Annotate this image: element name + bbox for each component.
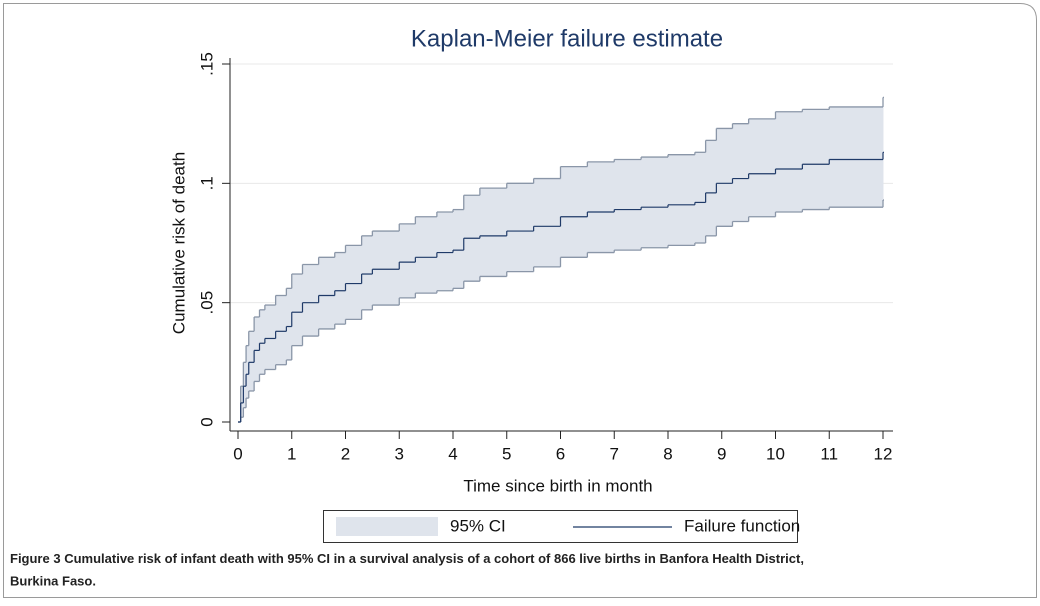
ci-band xyxy=(303,264,320,336)
frame xyxy=(4,4,1037,598)
ci-band xyxy=(437,212,454,291)
x-tick-label: 10 xyxy=(766,444,785,463)
y-axis-label: Cumulative risk of death xyxy=(169,152,188,334)
ci-band xyxy=(265,305,276,369)
ci-band xyxy=(829,107,883,207)
ci-band xyxy=(453,210,464,289)
ci-band xyxy=(706,140,717,235)
chart-title: Kaplan-Meier failure estimate xyxy=(411,25,723,52)
caption: Figure 3 Cumulative risk of infant death… xyxy=(10,551,804,566)
ci-band xyxy=(292,274,303,346)
legend-label: 95% CI xyxy=(450,516,506,535)
x-tick-label: 3 xyxy=(395,444,404,463)
x-tick-label: 9 xyxy=(717,444,726,463)
ci-band xyxy=(346,245,363,319)
ci-band xyxy=(776,112,803,212)
ci-band xyxy=(480,188,507,276)
legend-swatch xyxy=(336,517,438,536)
ci-band xyxy=(668,155,695,246)
ci-band xyxy=(749,119,776,217)
x-tick-label: 7 xyxy=(610,444,619,463)
ci-band xyxy=(415,217,437,293)
x-tick-label: 0 xyxy=(233,444,242,463)
ci-band xyxy=(534,179,561,267)
x-tick-label: 11 xyxy=(820,444,838,463)
legend-label: Failure function xyxy=(684,516,800,535)
ci-band xyxy=(372,231,399,305)
ci-band xyxy=(641,157,668,248)
x-tick-label: 8 xyxy=(663,444,672,463)
y-tick-label: .05 xyxy=(197,291,216,315)
x-tick-label: 1 xyxy=(287,444,296,463)
ci-band xyxy=(561,167,588,258)
x-tick-label: 6 xyxy=(556,444,565,463)
x-tick-label: 5 xyxy=(502,444,511,463)
y-tick-label: .1 xyxy=(197,176,216,190)
ci-band xyxy=(614,159,641,250)
x-tick-label: 12 xyxy=(874,444,893,463)
x-tick-label: 2 xyxy=(341,444,350,463)
ci-band xyxy=(335,253,346,325)
ci-band xyxy=(716,128,733,226)
ci-band xyxy=(507,183,534,271)
ci-band xyxy=(802,109,829,209)
caption-text: Burkina Faso. xyxy=(10,573,96,588)
y-tick-label: .15 xyxy=(197,52,216,76)
caption-label: Figure 3 xyxy=(10,551,61,566)
ci-band xyxy=(733,124,750,222)
x-tick-label: 4 xyxy=(448,444,457,463)
ci-band xyxy=(319,257,336,329)
ci-band xyxy=(399,224,416,298)
ci-band xyxy=(276,296,287,365)
x-axis-label: Time since birth in month xyxy=(463,476,652,495)
ci-band xyxy=(587,162,614,253)
y-tick-label: 0 xyxy=(197,417,216,426)
caption-text: Cumulative risk of infant death with 95%… xyxy=(64,551,804,566)
ci-band xyxy=(362,236,373,310)
ci-band xyxy=(695,152,706,243)
